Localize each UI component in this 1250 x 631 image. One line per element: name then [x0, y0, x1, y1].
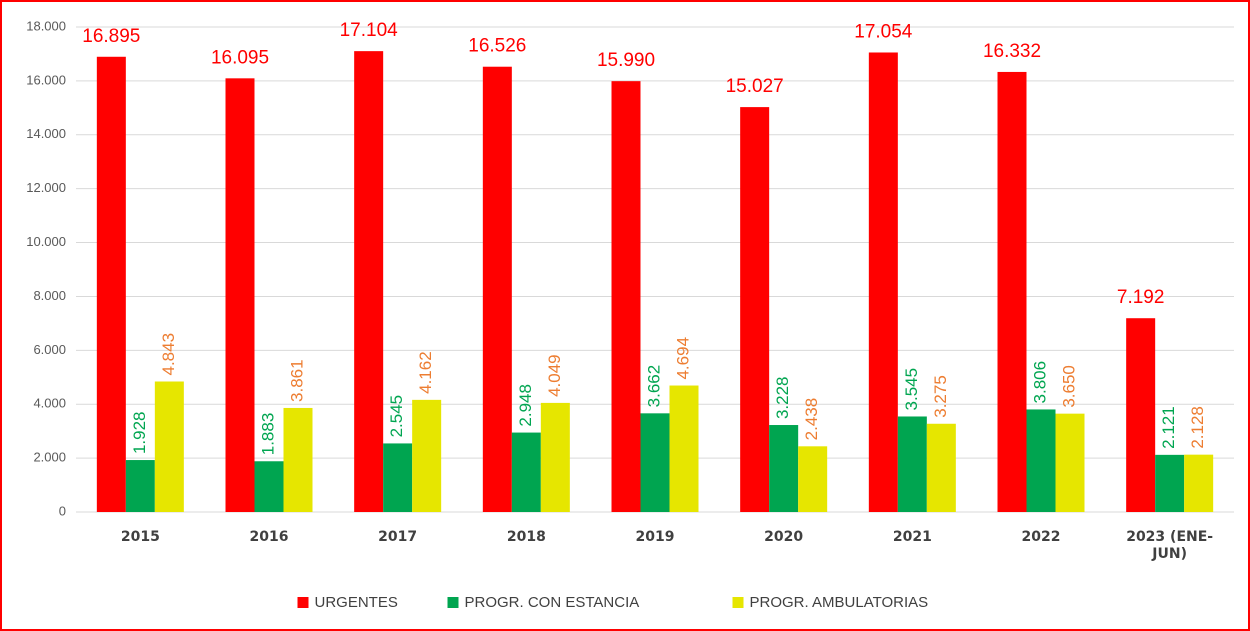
- y-tick-label: 2.000: [33, 450, 66, 465]
- bar: [96, 56, 126, 512]
- bar: [640, 413, 670, 512]
- data-label: 7.192: [1117, 287, 1165, 308]
- data-label: 2.128: [1188, 406, 1207, 449]
- bar: [868, 52, 898, 513]
- data-label: 16.095: [211, 47, 269, 68]
- x-tick-label: 2016: [249, 529, 289, 545]
- data-label: 3.275: [931, 375, 950, 418]
- bar: [1055, 413, 1085, 512]
- x-tick-label: 2020: [764, 529, 804, 545]
- data-label: 15.027: [726, 76, 784, 97]
- y-tick-label: 6.000: [33, 342, 66, 357]
- bar: [1026, 409, 1056, 512]
- y-tick-label: 10.000: [26, 234, 66, 249]
- x-tick-label: 2021: [892, 529, 932, 545]
- x-tick-label: 2019: [635, 529, 675, 545]
- legend-swatch: [447, 597, 459, 608]
- legend-swatch: [297, 597, 309, 608]
- bar: [383, 443, 413, 512]
- data-label: 3.650: [1059, 365, 1078, 408]
- bar: [611, 81, 641, 513]
- data-label: 17.104: [340, 20, 399, 41]
- y-tick-label: 16.000: [26, 72, 66, 87]
- bar: [769, 425, 799, 512]
- data-label: 2.948: [516, 384, 535, 427]
- x-tick-label: 2018: [506, 529, 546, 545]
- y-tick-label: 0: [59, 503, 66, 518]
- legend-label: PROGR. AMBULATORIAS: [750, 594, 929, 611]
- data-label: 4.049: [545, 354, 564, 397]
- data-label: 3.228: [773, 376, 792, 419]
- legend-label: URGENTES: [315, 594, 398, 611]
- legend-label: PROGR. CON ESTANCIA: [465, 594, 640, 611]
- y-tick-label: 14.000: [26, 126, 66, 141]
- data-label: 16.526: [468, 36, 526, 57]
- bar: [1126, 318, 1156, 512]
- data-label: 3.806: [1030, 361, 1049, 404]
- data-label: 4.162: [416, 351, 435, 394]
- legend-swatch: [732, 597, 744, 608]
- data-label: 4.694: [673, 337, 692, 380]
- data-label: 3.861: [287, 359, 306, 402]
- bar: [225, 78, 255, 513]
- bar: [669, 385, 699, 512]
- data-label: 2.121: [1159, 406, 1178, 449]
- bar: [125, 460, 155, 512]
- y-tick-label: 8.000: [33, 288, 66, 303]
- bar: [354, 51, 384, 513]
- data-label: 2.545: [387, 395, 406, 438]
- data-label: 3.545: [902, 368, 921, 411]
- data-label: 16.332: [983, 41, 1041, 62]
- data-label: 1.928: [130, 412, 149, 455]
- bar: [798, 446, 828, 512]
- y-tick-label: 4.000: [33, 396, 66, 411]
- bar: [897, 416, 927, 512]
- x-tick-label: 2023 (ENE-JUN): [1126, 529, 1214, 562]
- bar: [412, 399, 442, 512]
- bar: [254, 461, 284, 512]
- data-label: 16.895: [82, 26, 140, 47]
- bar: [482, 66, 512, 512]
- x-tick-label: 2015: [120, 529, 160, 545]
- data-label: 15.990: [597, 50, 655, 71]
- bar: [1184, 454, 1214, 512]
- bar: [154, 381, 184, 512]
- x-tick-label: 2017: [378, 529, 418, 545]
- bar: [511, 432, 541, 512]
- bar: [540, 402, 570, 512]
- bar: [1155, 454, 1185, 512]
- bar: [997, 71, 1027, 513]
- bar: [740, 107, 770, 512]
- x-tick-label: 2022: [1021, 529, 1061, 545]
- data-label: 2.438: [802, 398, 821, 441]
- data-label: 1.883: [258, 413, 277, 456]
- data-label: 4.843: [159, 333, 178, 376]
- data-label: 3.662: [644, 365, 663, 408]
- data-label: 17.054: [854, 22, 913, 43]
- y-tick-label: 18.000: [26, 18, 66, 33]
- bar: [283, 407, 313, 512]
- bar: [926, 423, 956, 512]
- y-tick-label: 12.000: [26, 180, 66, 195]
